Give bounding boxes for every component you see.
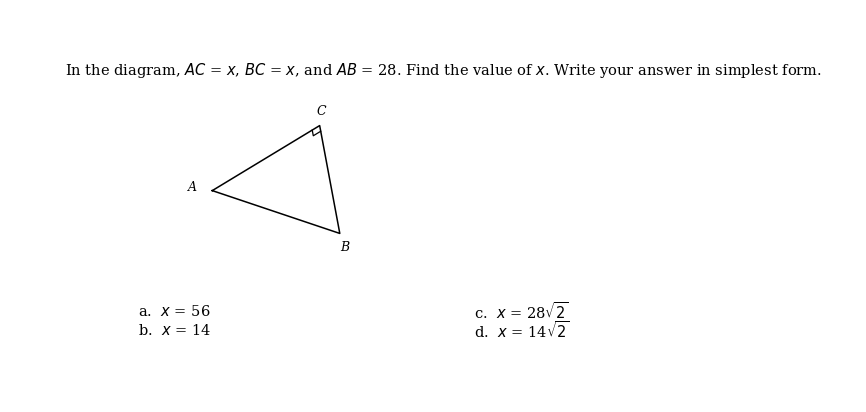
Text: a.  $\mathit{x}$ = 56: a. $\mathit{x}$ = 56 [139,304,211,318]
Text: C: C [317,105,326,118]
Text: In the diagram, $\mathit{AC}$ = $\mathit{x}$, $\mathit{BC}$ = $\mathit{x}$, and : In the diagram, $\mathit{AC}$ = $\mathit… [65,61,823,80]
Text: B: B [340,241,349,254]
Text: d.  $\mathit{x}$ = 14$\sqrt{2}$: d. $\mathit{x}$ = 14$\sqrt{2}$ [474,320,570,341]
Text: A: A [188,181,197,194]
Text: b.  $\mathit{x}$ = 14: b. $\mathit{x}$ = 14 [139,323,212,338]
Text: c.  $\mathit{x}$ = 28$\sqrt{2}$: c. $\mathit{x}$ = 28$\sqrt{2}$ [474,301,569,322]
